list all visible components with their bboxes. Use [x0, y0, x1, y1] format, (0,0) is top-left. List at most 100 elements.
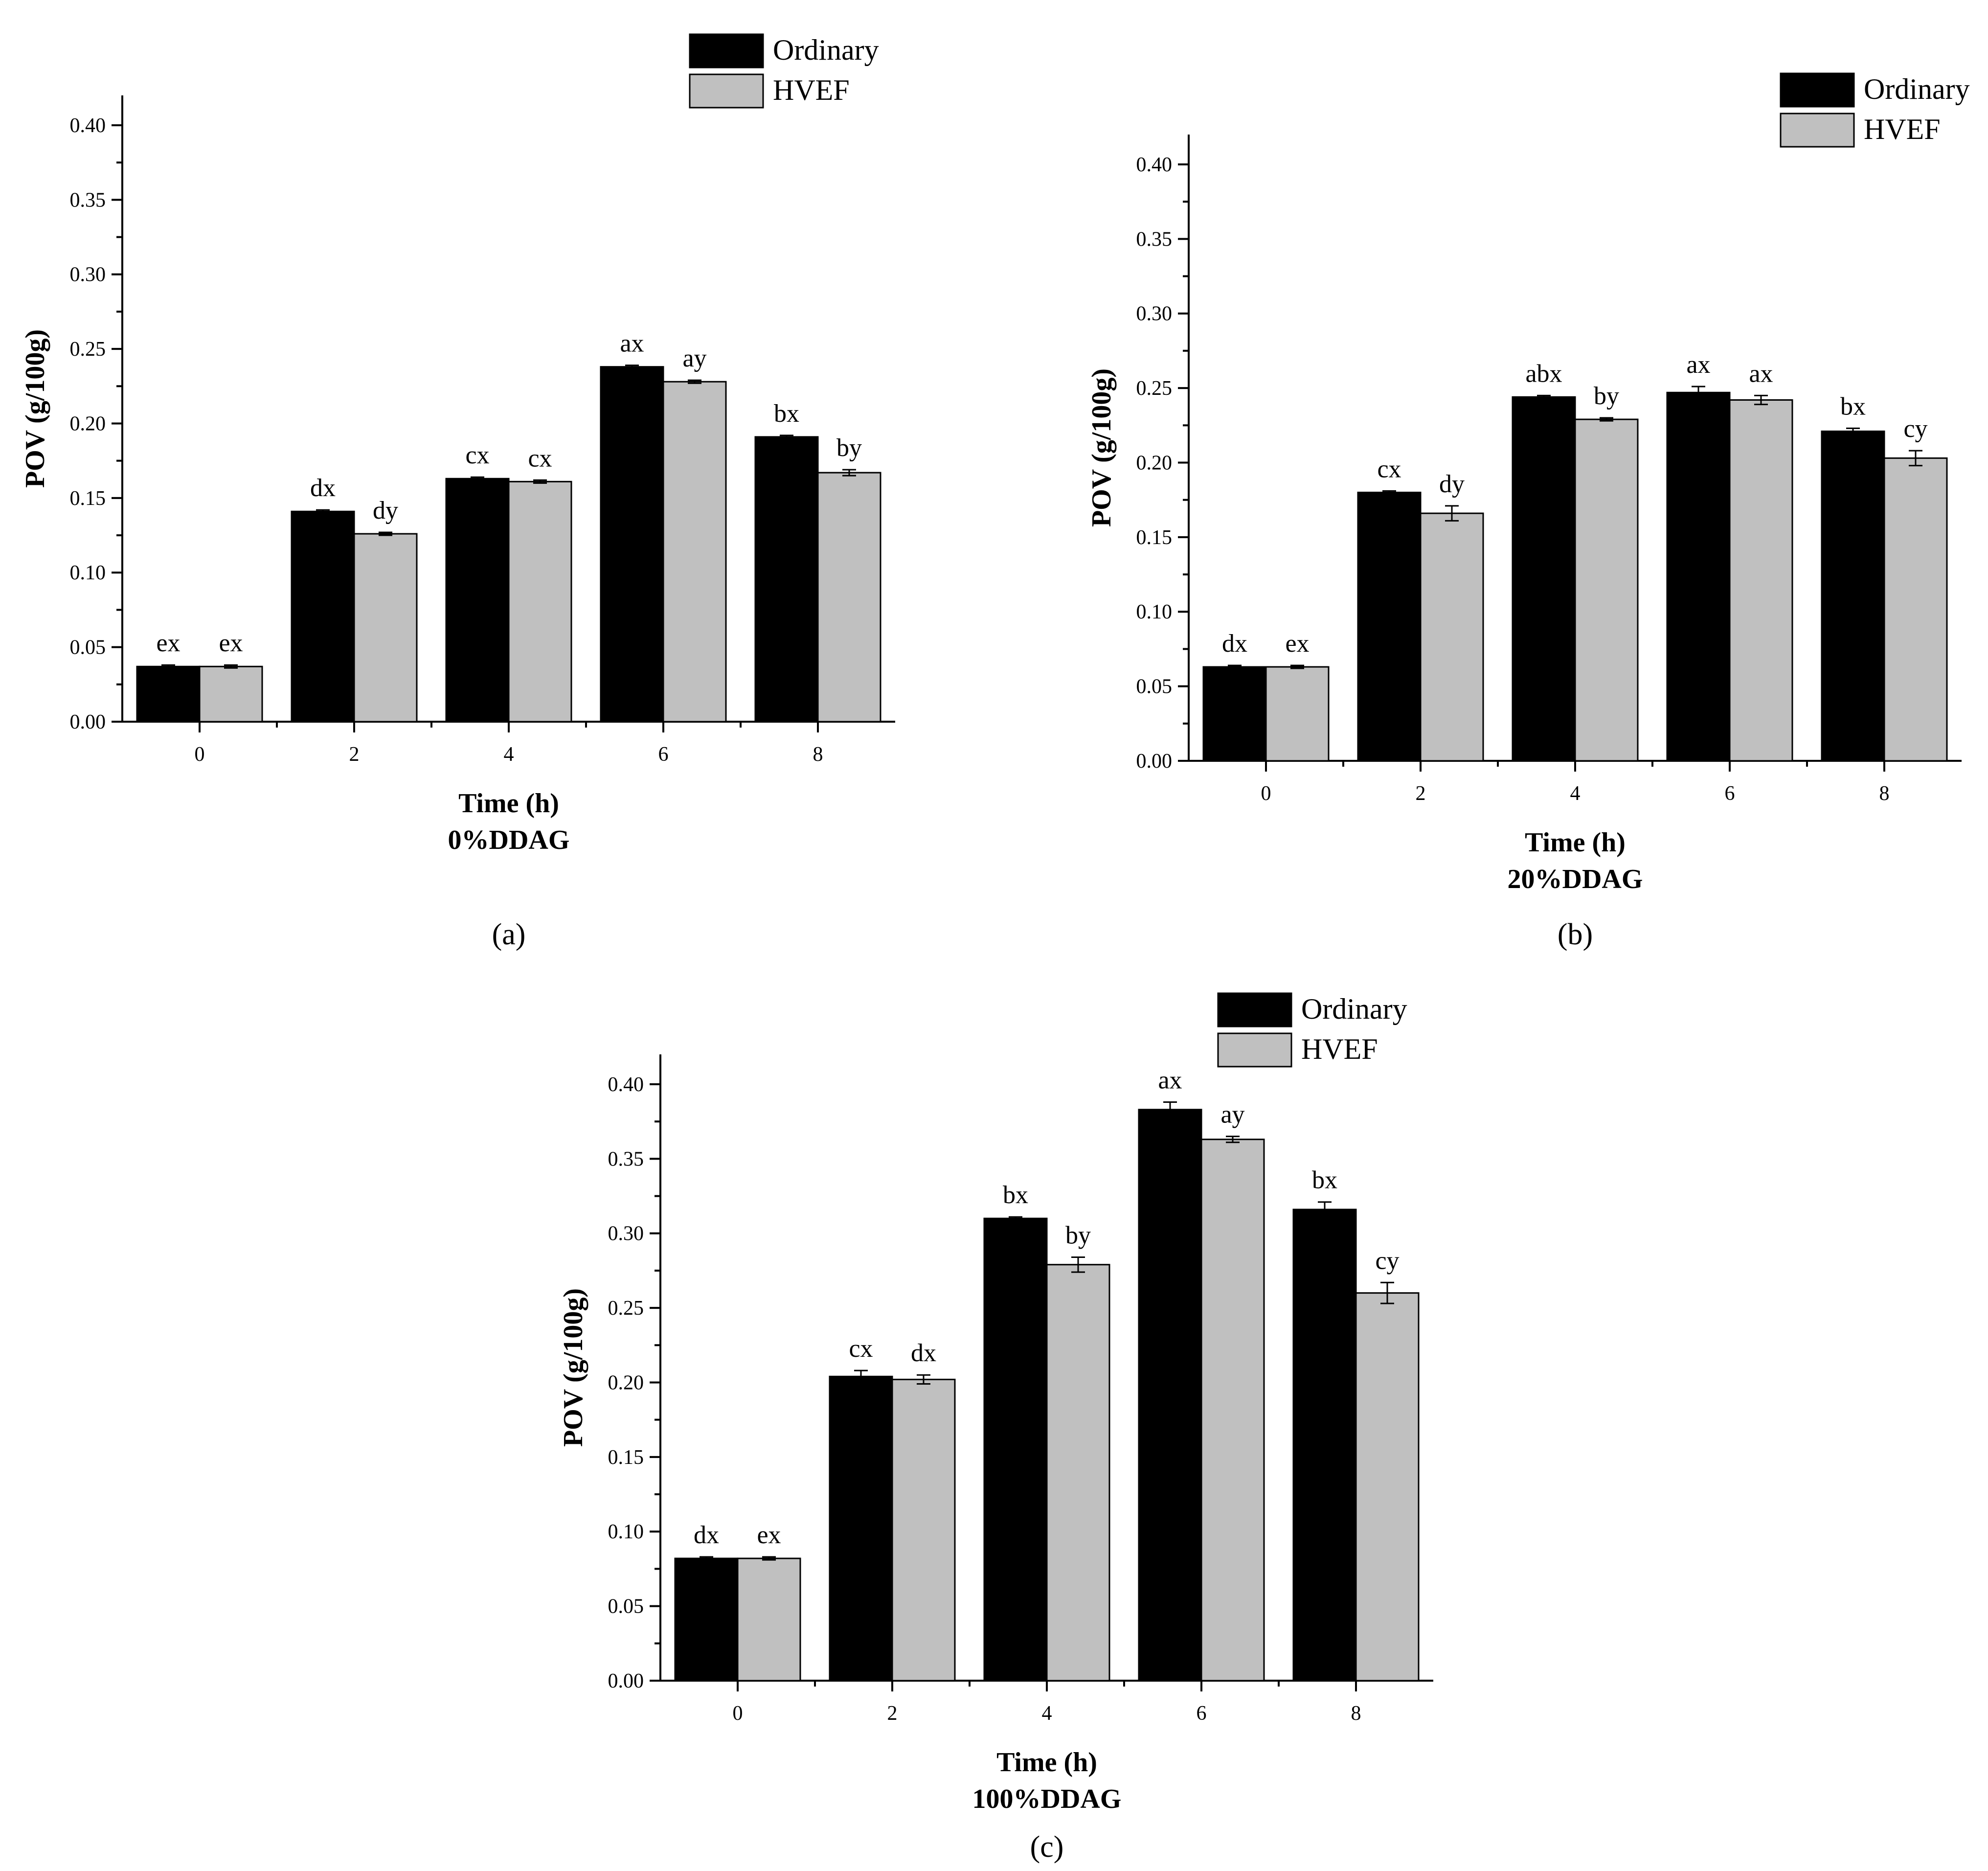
x-tick-label: 4 — [504, 743, 514, 766]
x-tick-label: 0 — [1261, 782, 1271, 805]
significance-label: ax — [620, 330, 644, 358]
significance-label: ax — [1749, 360, 1773, 388]
bar-hvef-8 — [1883, 457, 1948, 762]
panel-condition: 20%DDAG — [1508, 864, 1643, 894]
x-tick-label: 0 — [733, 1702, 743, 1725]
significance-label: ax — [1686, 351, 1710, 379]
significance-label: dx — [911, 1339, 936, 1367]
x-tick-label: 2 — [887, 1702, 898, 1725]
x-tick-label: 4 — [1042, 1702, 1052, 1725]
bar-ordinary-8 — [1292, 1209, 1357, 1682]
y-axis-title: POV (g/100g) — [20, 329, 50, 488]
y-tick-label: 0.15 — [608, 1446, 644, 1469]
significance-label: cx — [849, 1335, 873, 1363]
panel-letter: (c) — [1030, 1830, 1064, 1864]
y-tick-label: 0.20 — [1136, 452, 1173, 474]
bar-hvef-2 — [891, 1378, 956, 1682]
y-tick-label: 0.20 — [70, 412, 106, 435]
x-axis-title: Time (h) — [1525, 827, 1626, 858]
significance-label: dx — [694, 1521, 719, 1549]
significance-label: by — [1065, 1221, 1091, 1249]
legend-label-hvef: HVEF — [1301, 1033, 1378, 1065]
panel-condition: 100%DDAG — [972, 1784, 1122, 1814]
significance-label: ax — [1158, 1067, 1182, 1095]
significance-label: bx — [774, 400, 799, 428]
y-axis-title: POV (g/100g) — [1086, 368, 1117, 527]
significance-label: ex — [1285, 630, 1309, 658]
panel-condition: 0%DDAG — [448, 825, 570, 855]
y-tick-label: 0.35 — [608, 1148, 644, 1170]
bar-hvef-2 — [1420, 512, 1484, 762]
bar-ordinary-2 — [829, 1375, 893, 1682]
significance-label: ex — [156, 629, 180, 657]
bar-ordinary-2 — [291, 510, 355, 723]
y-tick-label: 0.35 — [1136, 228, 1173, 251]
legend-swatch-ordinary — [1780, 72, 1855, 108]
y-tick-label: 0.30 — [1136, 303, 1173, 325]
y-tick-label: 0.10 — [70, 562, 106, 584]
significance-label: bx — [1003, 1181, 1028, 1209]
y-tick-label: 0.40 — [608, 1073, 644, 1096]
bar-ordinary-8 — [1821, 430, 1885, 762]
panel-letter: (b) — [1558, 918, 1593, 951]
legend-swatch-hvef — [1217, 1032, 1292, 1068]
y-tick-label: 0.40 — [70, 114, 106, 137]
legend-swatch-ordinary — [1217, 992, 1292, 1027]
x-tick-label: 6 — [658, 743, 669, 766]
significance-label: ay — [1220, 1101, 1244, 1129]
bar-hvef-8 — [1355, 1292, 1420, 1682]
bar-hvef-0 — [199, 665, 263, 723]
legend-label-hvef: HVEF — [1864, 113, 1941, 145]
y-tick-label: 0.10 — [1136, 601, 1173, 623]
bar-hvef-0 — [737, 1557, 801, 1682]
y-tick-label: 0.15 — [1136, 526, 1173, 549]
significance-label: cy — [1903, 415, 1927, 443]
y-tick-label: 0.35 — [70, 189, 106, 211]
y-tick-label: 0.40 — [1136, 154, 1173, 176]
bar-ordinary-6 — [1666, 391, 1731, 762]
legend-label-ordinary: Ordinary — [1301, 993, 1407, 1025]
significance-label: by — [1594, 382, 1619, 410]
legend-label-ordinary: Ordinary — [1864, 73, 1970, 105]
y-tick-label: 0.05 — [70, 637, 106, 659]
significance-label: bx — [1840, 392, 1866, 420]
bar-ordinary-0 — [674, 1557, 739, 1682]
y-tick-label: 0.05 — [608, 1596, 644, 1618]
x-tick-label: 6 — [1725, 782, 1735, 805]
bar-ordinary-4 — [983, 1217, 1048, 1682]
legend-label-hvef: HVEF — [773, 74, 850, 106]
legend-swatch-hvef — [1780, 113, 1855, 148]
y-tick-label: 0.25 — [608, 1297, 644, 1320]
x-tick-label: 8 — [1351, 1702, 1361, 1725]
significance-label: ex — [757, 1521, 781, 1549]
bar-hvef-6 — [1200, 1139, 1265, 1682]
chart-panel-1: 0.00 0.05 0.10 0.15 0.20 0.25 0.30 0.35 0.40 0 2 4 6… — [20, 33, 895, 951]
y-tick-label: 0.10 — [608, 1521, 644, 1543]
significance-label: cx — [528, 444, 552, 472]
significance-label: dx — [1222, 630, 1247, 658]
significance-label: dy — [1439, 470, 1465, 498]
x-axis-title: Time (h) — [996, 1747, 1097, 1778]
y-tick-label: 0.30 — [70, 264, 106, 286]
x-tick-label: 2 — [1416, 782, 1426, 805]
panel-letter: (a) — [492, 918, 526, 951]
bar-hvef-6 — [1729, 399, 1793, 762]
bar-ordinary-4 — [445, 478, 510, 723]
bar-hvef-0 — [1265, 666, 1330, 762]
significance-label: abx — [1525, 360, 1562, 388]
x-tick-label: 8 — [813, 743, 823, 766]
legend-swatch-ordinary — [689, 33, 764, 68]
y-tick-label: 0.00 — [70, 711, 106, 733]
significance-label: ay — [682, 344, 706, 372]
significance-label: by — [836, 434, 862, 462]
x-tick-label: 0 — [195, 743, 205, 766]
significance-label: dy — [373, 497, 398, 525]
y-tick-label: 0.25 — [70, 338, 106, 361]
x-tick-label: 2 — [349, 743, 360, 766]
y-tick-label: 0.05 — [1136, 676, 1173, 698]
x-tick-label: 4 — [1570, 782, 1581, 805]
significance-label: bx — [1312, 1166, 1337, 1194]
y-tick-label: 0.20 — [608, 1371, 644, 1394]
bar-ordinary-2 — [1357, 491, 1422, 762]
